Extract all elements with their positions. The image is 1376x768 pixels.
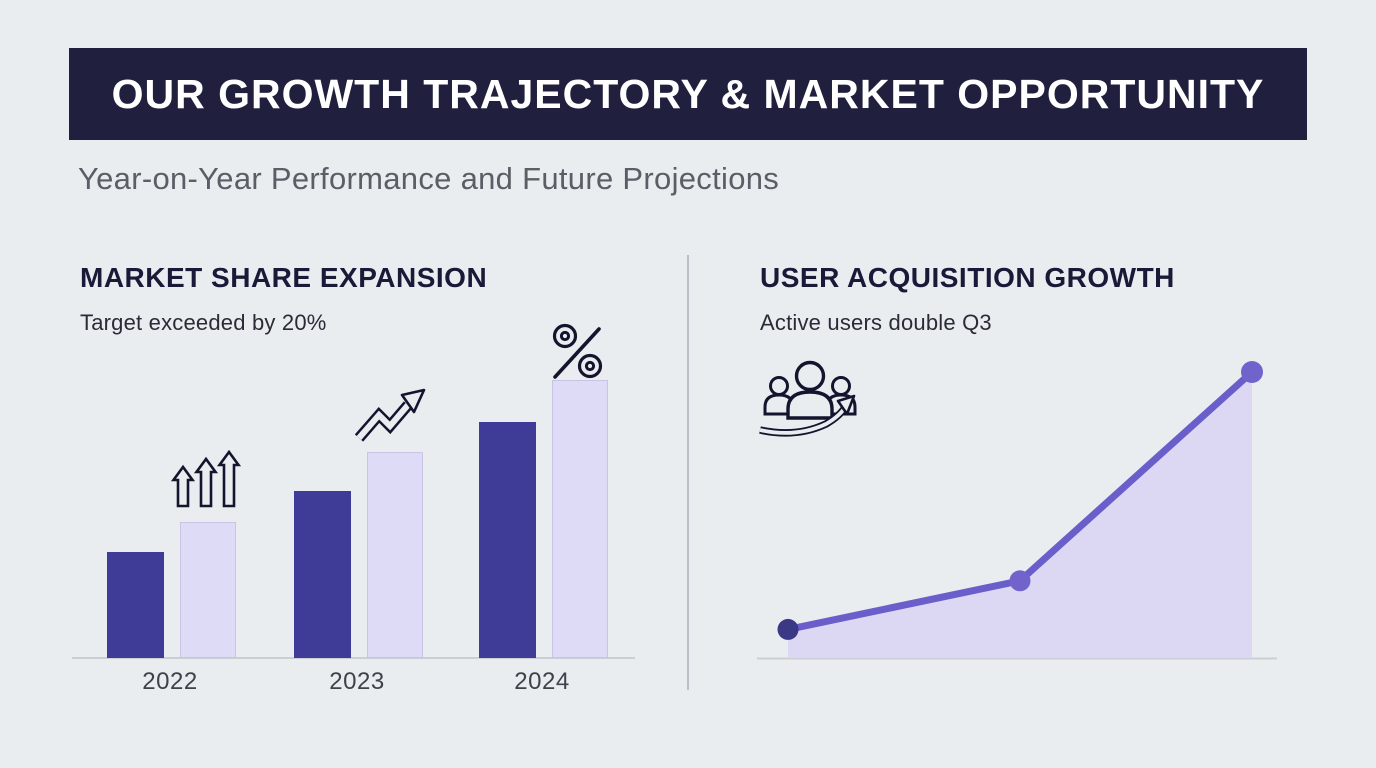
panel-divider bbox=[687, 255, 689, 690]
x-axis-label-2024: 2024 bbox=[514, 668, 570, 695]
area-chart bbox=[757, 361, 1277, 660]
bar-actual-2022 bbox=[107, 552, 164, 658]
right-panel-subtitle: Active users double Q3 bbox=[760, 310, 992, 335]
page-title: OUR GROWTH TRAJECTORY & MARKET OPPORTUNI… bbox=[111, 70, 1265, 117]
bar-chart-axis bbox=[72, 657, 635, 659]
people-growth-arrow-icon bbox=[759, 360, 857, 437]
zigzag-growth-arrow-icon bbox=[354, 388, 426, 442]
bar-actual-2024 bbox=[479, 422, 536, 658]
bar-target-2024 bbox=[552, 380, 608, 658]
data-point-2 bbox=[1009, 570, 1031, 592]
bar-target-2023 bbox=[367, 452, 423, 658]
data-point-1 bbox=[777, 618, 799, 640]
bar-target-2022 bbox=[180, 522, 236, 658]
slide-subtitle: Year-on-Year Performance and Future Proj… bbox=[78, 161, 780, 196]
bar-actual-2023 bbox=[294, 491, 351, 658]
header-banner: OUR GROWTH TRAJECTORY & MARKET OPPORTUNI… bbox=[69, 48, 1307, 140]
right-panel-title: USER ACQUISITION GROWTH bbox=[760, 262, 1175, 293]
area-fill bbox=[788, 372, 1252, 658]
left-panel-title: MARKET SHARE EXPANSION bbox=[80, 262, 488, 293]
left-panel-subtitle: Target exceeded by 20% bbox=[80, 310, 327, 335]
percent-icon bbox=[552, 323, 603, 379]
x-axis-label-2023: 2023 bbox=[329, 668, 385, 695]
triple-up-arrows-icon bbox=[170, 450, 242, 508]
x-axis-label-2022: 2022 bbox=[142, 668, 198, 695]
data-point-3 bbox=[1241, 361, 1263, 383]
